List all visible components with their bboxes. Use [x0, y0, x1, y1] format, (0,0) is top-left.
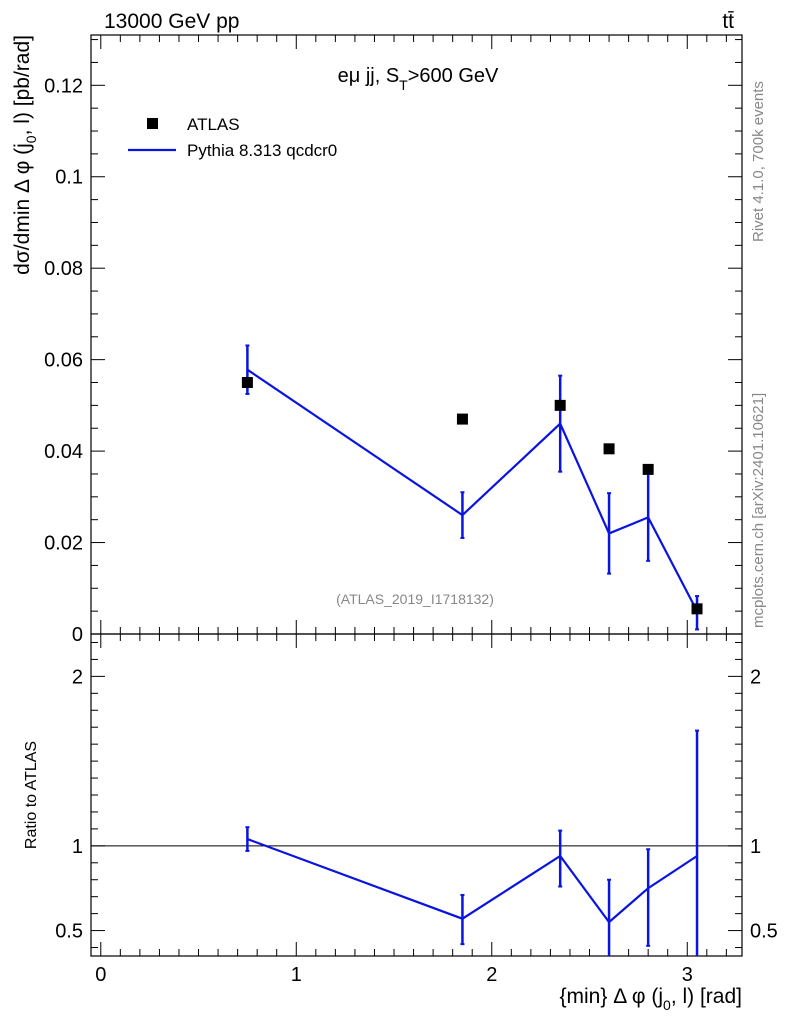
- ratio-y-tick-labels-right: 0.5 1 2: [750, 666, 778, 942]
- legend: ATLAS Pythia 8.313 qcdcr0: [128, 115, 337, 160]
- ratio-plot-frame: [90, 633, 743, 957]
- y-axis-label: dσ/dmin Δ φ (j0, l) [pb/rad]: [11, 35, 39, 275]
- x-axis-label: {min} Δ φ (j0, l) [rad]: [560, 985, 743, 1013]
- y-axis-label-sub: 0: [23, 135, 39, 143]
- y-tick-label: 0.12: [44, 75, 83, 97]
- x-tick-label: 1: [291, 964, 302, 986]
- legend-label-atlas: ATLAS: [187, 115, 240, 134]
- ratio-tick-label: 2: [72, 666, 83, 688]
- atlas-series: [241, 377, 703, 615]
- analysis-id-label: (ATLAS_2019_I1718132): [336, 591, 494, 607]
- mcplots-label: mcplots.cern.ch [arXiv:2401.10621]: [750, 393, 767, 628]
- main-axis-ticks: [91, 35, 742, 635]
- main-y-tick-labels: 0 0.02 0.04 0.06 0.08 0.1 0.12: [44, 75, 83, 646]
- ratio-tick-label-right: 1: [750, 836, 761, 858]
- x-tick-label: 2: [486, 964, 497, 986]
- x-tick-label: 0: [95, 964, 106, 986]
- ratio-tick-label: 0.5: [55, 921, 83, 943]
- x-axis-label-sub: 0: [663, 997, 671, 1013]
- plot-title-main: eμ jj, S: [338, 65, 400, 87]
- y-tick-label: 0.08: [44, 258, 83, 280]
- plot-title-tail: >600 GeV: [408, 65, 499, 87]
- atlas-data-point: [241, 377, 253, 389]
- process-label: tt̄: [722, 10, 734, 33]
- pythia-line: [246, 368, 699, 612]
- ratio-tick-label-right: 0.5: [750, 921, 778, 943]
- legend-label-pythia: Pythia 8.313 qcdcr0: [187, 141, 337, 160]
- ratio-y-tick-labels-left: 0.5 1 2: [55, 666, 83, 942]
- atlas-data-point: [642, 463, 654, 475]
- plot-title: eμ jj, ST>600 GeV: [338, 65, 499, 93]
- rivet-label: Rivet 4.1.0, 700k events: [750, 81, 767, 242]
- energy-label: 13000 GeV pp: [104, 10, 239, 33]
- atlas-data-point: [691, 603, 703, 615]
- atlas-data-point: [603, 443, 615, 455]
- y-tick-label: 0.04: [44, 441, 83, 463]
- atlas-data-point: [456, 413, 468, 425]
- y-tick-label: 0: [72, 624, 83, 646]
- y-tick-label: 0.06: [44, 350, 83, 372]
- pythia-series: [245, 344, 700, 631]
- x-tick-labels: 0 1 2 3: [95, 964, 693, 986]
- x-axis-label-pre: {min} Δ φ (j: [560, 985, 664, 1008]
- x-axis-label-post: , l) [rad]: [671, 985, 742, 1008]
- ratio-line: [247, 838, 698, 924]
- x-tick-label: 3: [682, 964, 693, 986]
- ratio-y-axis-label: Ratio to ATLAS: [23, 741, 40, 849]
- y-axis-label-post: , l) [pb/rad]: [11, 35, 34, 135]
- y-axis-label-pre: dσ/dmin Δ φ (j: [11, 143, 34, 275]
- atlas-data-point: [554, 399, 566, 411]
- legend-marker-atlas: [147, 118, 158, 129]
- plot-title-subscript: T: [399, 77, 408, 93]
- ratio-series: [91, 729, 742, 956]
- ratio-tick-label: 1: [72, 836, 83, 858]
- ratio-axis-ticks: [91, 634, 742, 956]
- y-tick-label: 0.02: [44, 533, 83, 555]
- ratio-tick-label-right: 2: [750, 666, 761, 688]
- y-tick-label: 0.1: [55, 167, 83, 189]
